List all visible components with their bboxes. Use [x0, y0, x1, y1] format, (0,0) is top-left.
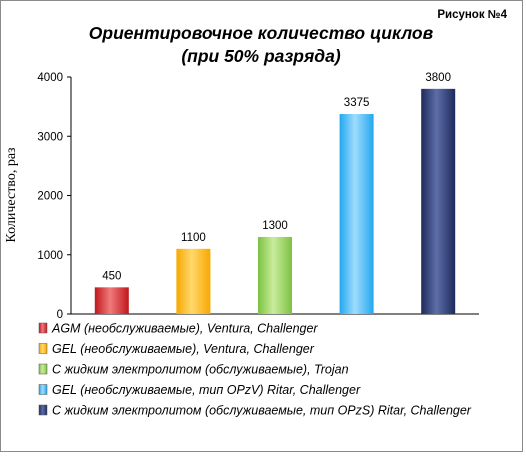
y-axis-label: Количество, раз — [4, 147, 19, 243]
legend-label: С жидким электролитом (обслуживаемые), T… — [52, 363, 349, 377]
legend: AGM (необслуживаемые), Ventura, Challeng… — [38, 322, 472, 418]
y-tick-label: 2000 — [37, 191, 63, 203]
y-axis: 0 1000 2000 3000 4000 — [37, 72, 479, 321]
bar — [258, 236, 292, 314]
figure-label: Рисунок №4 — [437, 9, 507, 21]
y-tick-label: 1000 — [37, 250, 63, 262]
legend-swatch — [38, 384, 48, 395]
legend-swatch — [38, 404, 48, 416]
y-tick-label: 4000 — [37, 72, 63, 84]
bar-data-label: 1300 — [262, 220, 288, 232]
bar-data-label: 3375 — [344, 97, 370, 109]
legend-swatch — [38, 363, 48, 375]
bar — [94, 287, 129, 314]
legend-label: GEL (необслуживаемые), Ventura, Challeng… — [52, 342, 315, 356]
y-tick-label: 3000 — [37, 131, 63, 143]
legend-label: GEL (необслуживаемые, тип OPzV) Ritar, C… — [52, 383, 361, 397]
legend-label: С жидким электролитом (обслуживаемые, ти… — [52, 404, 472, 418]
chart-title-line-1: Ориентировочное количество циклов — [89, 23, 434, 43]
bars: 450 1100 1300 3375 3800 — [94, 72, 456, 314]
bar-data-label: 1100 — [181, 232, 206, 244]
bar — [176, 248, 211, 314]
bar — [421, 88, 456, 314]
bar-data-label: 3800 — [425, 72, 451, 84]
legend-swatch — [38, 322, 48, 334]
bar-data-label: 450 — [102, 270, 121, 282]
bar — [339, 114, 374, 314]
legend-label: AGM (необслуживаемые), Ventura, Challeng… — [51, 322, 318, 336]
chart-title-line-2: (при 50% разряда) — [181, 46, 341, 66]
y-tick-label: 0 — [57, 309, 63, 321]
legend-swatch — [38, 343, 48, 354]
